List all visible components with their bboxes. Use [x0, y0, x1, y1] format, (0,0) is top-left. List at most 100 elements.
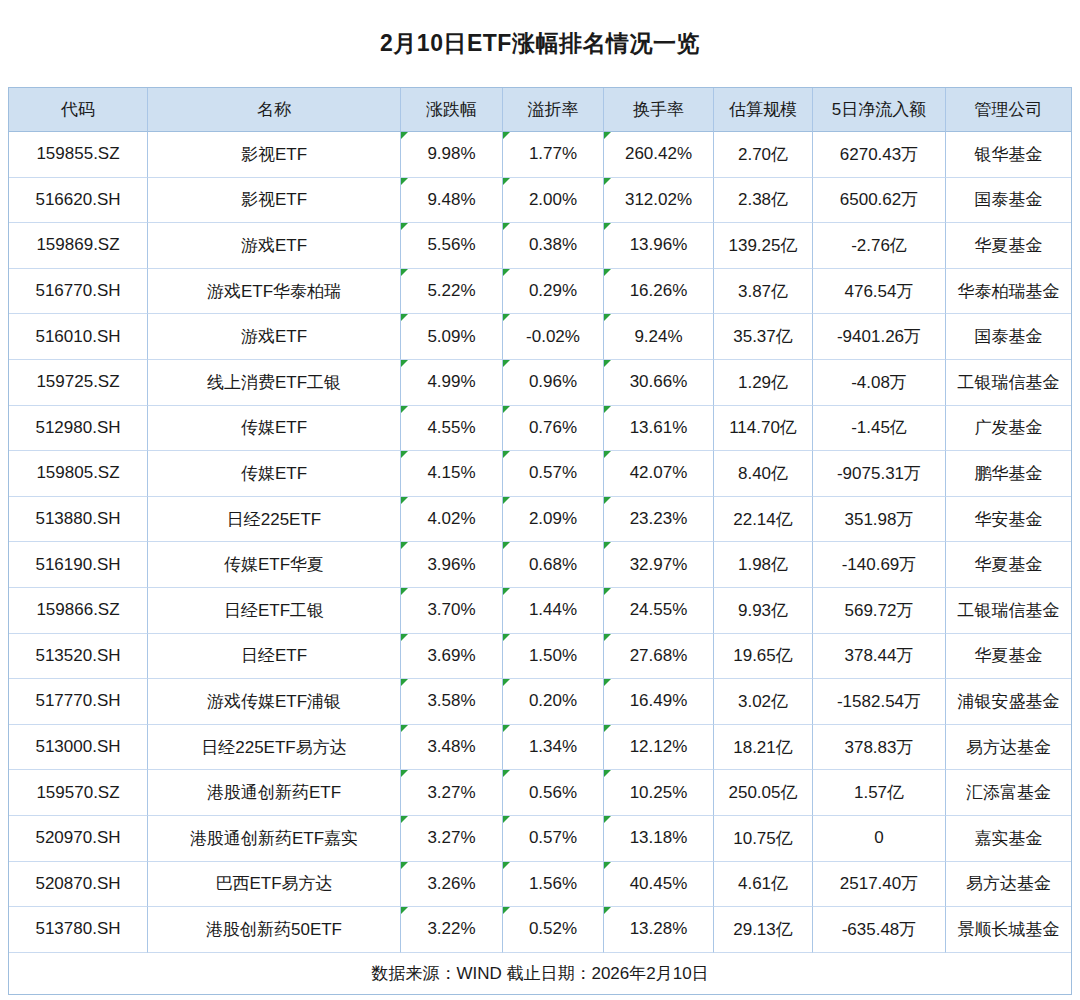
table-row: 513520.SH日经ETF3.69%1.50%27.68%19.65亿378.… — [9, 634, 1071, 680]
cell-text: 游戏ETF华泰柏瑞 — [207, 280, 341, 303]
cell-text: 工银瑞信基金 — [958, 599, 1060, 622]
table-cell: 23.23% — [604, 497, 714, 543]
header-cell: 涨跌幅 — [401, 88, 503, 132]
corner-triangle-icon — [604, 816, 611, 823]
table-cell: 516620.SH — [9, 178, 148, 224]
cell-text: 港股通创新药ETF — [207, 781, 341, 804]
table-cell: 513780.SH — [9, 907, 148, 953]
corner-triangle-icon — [503, 314, 510, 321]
table-cell: 114.70亿 — [714, 406, 813, 452]
corner-triangle-icon — [503, 634, 510, 641]
table-cell: -4.08万 — [813, 360, 946, 406]
table-cell: 8.40亿 — [714, 451, 813, 497]
table-row: 159805.SZ传媒ETF4.15%0.57%42.07%8.40亿-9075… — [9, 451, 1071, 497]
table-cell: 巴西ETF易方达 — [148, 862, 401, 908]
corner-triangle-icon — [604, 223, 611, 230]
cell-text: 港股创新药50ETF — [206, 918, 342, 941]
cell-text: 513780.SH — [35, 919, 120, 939]
header-cell: 代码 — [9, 88, 148, 132]
cell-text: 0.52% — [529, 919, 577, 939]
cell-text: 476.54万 — [845, 280, 914, 303]
cell-text: 5.09% — [427, 327, 475, 347]
corner-triangle-icon — [503, 862, 510, 869]
table-cell: 13.96% — [604, 223, 714, 269]
table-row: 513000.SH日经225ETF易方达3.48%1.34%12.12%18.2… — [9, 725, 1071, 771]
table-cell: 鹏华基金 — [946, 451, 1071, 497]
corner-triangle-icon — [604, 178, 611, 185]
cell-text: 2517.40万 — [840, 872, 918, 895]
table-cell: 游戏ETF — [148, 223, 401, 269]
table-cell: 569.72万 — [813, 588, 946, 634]
cell-text: 10.75亿 — [733, 827, 793, 850]
cell-text: 139.25亿 — [729, 234, 798, 257]
corner-triangle-icon — [604, 588, 611, 595]
table-cell: 22.14亿 — [714, 497, 813, 543]
table-cell: 1.57亿 — [813, 770, 946, 816]
cell-text: 159855.SZ — [36, 144, 119, 164]
table-cell: 3.27% — [401, 770, 503, 816]
cell-text: 516010.SH — [35, 327, 120, 347]
corner-triangle-icon — [401, 862, 408, 869]
cell-text: 260.42% — [625, 144, 692, 164]
table-cell: 游戏传媒ETF浦银 — [148, 679, 401, 725]
table-cell: 12.12% — [604, 725, 714, 771]
table-cell: 5.56% — [401, 223, 503, 269]
table-cell: -0.02% — [503, 314, 604, 360]
cell-text: -1582.54万 — [837, 690, 921, 713]
table-row: 516620.SH影视ETF9.48%2.00%312.02%2.38亿6500… — [9, 178, 1071, 224]
header-cell: 溢折率 — [503, 88, 604, 132]
table-body: 159855.SZ影视ETF9.98%1.77%260.42%2.70亿6270… — [9, 132, 1071, 953]
cell-text: 520870.SH — [35, 874, 120, 894]
cell-text: 3.69% — [427, 646, 475, 666]
table-cell: 9.48% — [401, 178, 503, 224]
table-cell: 159869.SZ — [9, 223, 148, 269]
table-cell: 0.57% — [503, 816, 604, 862]
table-cell: 9.93亿 — [714, 588, 813, 634]
table-cell: 517770.SH — [9, 679, 148, 725]
cell-text: 16.49% — [630, 691, 688, 711]
cell-text: 3.96% — [427, 555, 475, 575]
cell-text: 0.56% — [529, 783, 577, 803]
table-cell: 易方达基金 — [946, 725, 1071, 771]
cell-text: 华夏基金 — [975, 553, 1043, 576]
cell-text: 银华基金 — [975, 143, 1043, 166]
cell-text: 512980.SH — [35, 418, 120, 438]
cell-text: 3.70% — [427, 600, 475, 620]
table-cell: 游戏ETF — [148, 314, 401, 360]
table-row: 517770.SH游戏传媒ETF浦银3.58%0.20%16.49%3.02亿-… — [9, 679, 1071, 725]
corner-triangle-icon — [401, 679, 408, 686]
table-cell: 378.83万 — [813, 725, 946, 771]
cell-text: 8.40亿 — [738, 462, 788, 485]
corner-triangle-icon — [401, 497, 408, 504]
table-cell: 520870.SH — [9, 862, 148, 908]
corner-triangle-icon — [604, 770, 611, 777]
table-cell: 4.02% — [401, 497, 503, 543]
table-cell: 传媒ETF — [148, 451, 401, 497]
table-cell: 线上消费ETF工银 — [148, 360, 401, 406]
table-cell: 6270.43万 — [813, 132, 946, 178]
cell-text: 6500.62万 — [840, 188, 918, 211]
corner-triangle-icon — [503, 588, 510, 595]
cell-text: 3.27% — [427, 783, 475, 803]
cell-text: 日经ETF — [241, 644, 307, 667]
corner-triangle-icon — [401, 542, 408, 549]
cell-text: 易方达基金 — [966, 872, 1051, 895]
cell-text: 1.29亿 — [738, 371, 788, 394]
cell-text: 3.22% — [427, 919, 475, 939]
cell-text: 0 — [874, 828, 883, 848]
table-cell: 159805.SZ — [9, 451, 148, 497]
cell-text: 24.55% — [630, 600, 688, 620]
cell-text: 传媒ETF华夏 — [224, 553, 324, 576]
cell-text: 378.83万 — [845, 736, 914, 759]
table-cell: 0.96% — [503, 360, 604, 406]
cell-text: 影视ETF — [241, 188, 307, 211]
corner-triangle-icon — [503, 542, 510, 549]
corner-triangle-icon — [604, 679, 611, 686]
corner-triangle-icon — [604, 314, 611, 321]
table-row: 159866.SZ日经ETF工银3.70%1.44%24.55%9.93亿569… — [9, 588, 1071, 634]
cell-text: 游戏ETF — [241, 325, 307, 348]
corner-triangle-icon — [503, 223, 510, 230]
table-cell: 13.61% — [604, 406, 714, 452]
cell-text: 22.14亿 — [733, 508, 793, 531]
corner-triangle-icon — [604, 406, 611, 413]
